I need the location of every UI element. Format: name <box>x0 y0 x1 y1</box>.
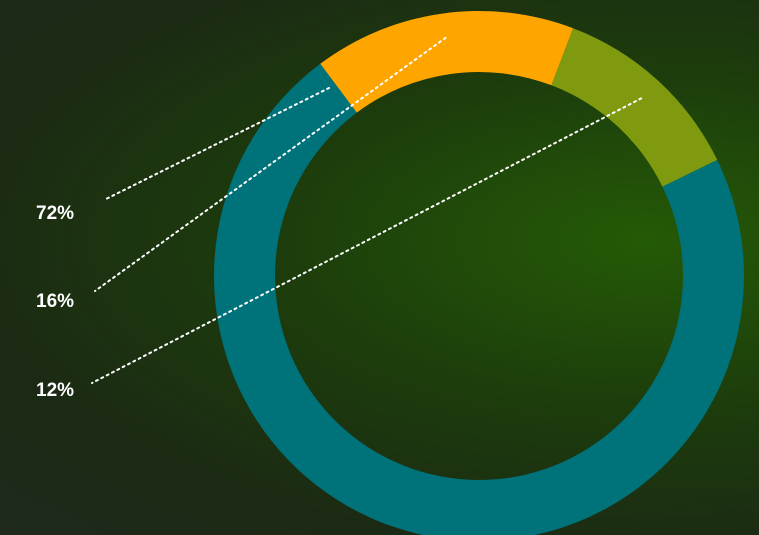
leader-line-2 <box>91 97 643 384</box>
donut-slices <box>214 10 744 535</box>
slice-label-2: 12% <box>36 380 74 401</box>
slice-label-0: 72% <box>36 203 74 224</box>
donut-slice-1 <box>320 10 574 113</box>
slice-label-1: 16% <box>36 291 74 312</box>
leader-line-1 <box>94 36 447 292</box>
slice-labels: 72% 16% 12% <box>36 203 74 401</box>
leader-lines <box>91 36 643 384</box>
leader-line-0 <box>105 87 330 200</box>
donut-slice-2 <box>551 28 718 187</box>
